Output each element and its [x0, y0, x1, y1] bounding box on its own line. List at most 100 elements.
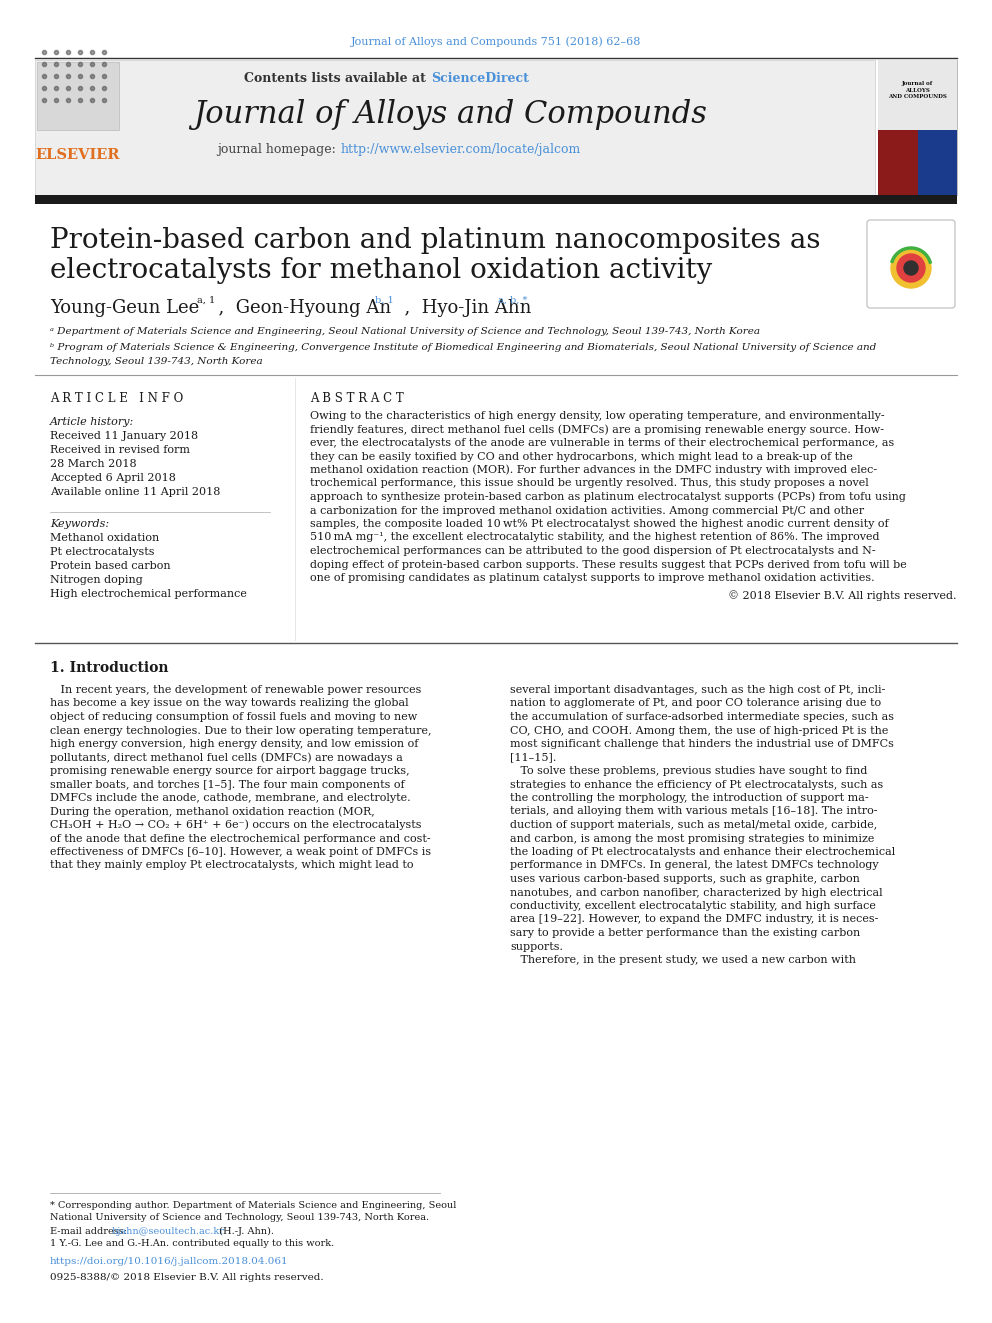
Text: Pt electrocatalysts: Pt electrocatalysts [50, 546, 155, 557]
Text: 0925-8388/© 2018 Elsevier B.V. All rights reserved.: 0925-8388/© 2018 Elsevier B.V. All right… [50, 1273, 323, 1282]
FancyBboxPatch shape [867, 220, 955, 308]
Text: Therefore, in the present study, we used a new carbon with: Therefore, in the present study, we used… [510, 955, 856, 964]
Text: of the anode that define the electrochemical performance and cost-: of the anode that define the electrochem… [50, 833, 431, 844]
Text: most significant challenge that hinders the industrial use of DMFCs: most significant challenge that hinders … [510, 740, 894, 749]
Text: Journal of Alloys and Compounds: Journal of Alloys and Compounds [193, 99, 707, 131]
Text: Owing to the characteristics of high energy density, low operating temperature, : Owing to the characteristics of high ene… [310, 411, 885, 421]
Text: has become a key issue on the way towards realizing the global: has become a key issue on the way toward… [50, 699, 409, 709]
Text: Check for
updates: Check for updates [889, 283, 933, 303]
Text: ,  Geon-Hyoung An: , Geon-Hyoung An [207, 299, 391, 318]
Text: hjahn@seoultech.ac.kr: hjahn@seoultech.ac.kr [112, 1226, 225, 1236]
Text: object of reducing consumption of fossil fuels and moving to new: object of reducing consumption of fossil… [50, 712, 418, 722]
Text: Accepted 6 April 2018: Accepted 6 April 2018 [50, 474, 176, 483]
Text: ᵃ Department of Materials Science and Engineering, Seoul National University of : ᵃ Department of Materials Science and En… [50, 328, 760, 336]
Text: National University of Science and Technology, Seoul 139-743, North Korea.: National University of Science and Techn… [50, 1213, 430, 1222]
Text: Young-Geun Lee: Young-Geun Lee [50, 299, 199, 318]
FancyBboxPatch shape [35, 194, 957, 204]
Text: In recent years, the development of renewable power resources: In recent years, the development of rene… [50, 685, 422, 695]
Text: Article history:: Article history: [50, 417, 134, 427]
Text: smaller boats, and torches [1–5]. The four main components of: smaller boats, and torches [1–5]. The fo… [50, 779, 405, 790]
Text: http://www.elsevier.com/locate/jalcom: http://www.elsevier.com/locate/jalcom [341, 143, 581, 156]
Text: Nitrogen doping: Nitrogen doping [50, 576, 143, 585]
Text: https://doi.org/10.1016/j.jallcom.2018.04.061: https://doi.org/10.1016/j.jallcom.2018.0… [50, 1257, 289, 1266]
Text: ScienceDirect: ScienceDirect [431, 71, 529, 85]
Circle shape [891, 247, 931, 288]
Text: To solve these problems, previous studies have sought to find: To solve these problems, previous studie… [510, 766, 867, 777]
Text: approach to synthesize protein-based carbon as platinum electrocatalyst supports: approach to synthesize protein-based car… [310, 492, 906, 503]
Text: performance in DMFCs. In general, the latest DMFCs technology: performance in DMFCs. In general, the la… [510, 860, 879, 871]
Text: promising renewable energy source for airport baggage trucks,: promising renewable energy source for ai… [50, 766, 410, 777]
Text: they can be easily toxified by CO and other hydrocarbons, which might lead to a : they can be easily toxified by CO and ot… [310, 451, 853, 462]
Text: journal homepage:: journal homepage: [217, 143, 340, 156]
Text: sary to provide a better performance than the existing carbon: sary to provide a better performance tha… [510, 927, 860, 938]
Text: CO, CHO, and COOH. Among them, the use of high-priced Pt is the: CO, CHO, and COOH. Among them, the use o… [510, 725, 889, 736]
Text: Keywords:: Keywords: [50, 519, 109, 529]
Circle shape [897, 254, 925, 282]
Text: * Corresponding author. Department of Materials Science and Engineering, Seoul: * Corresponding author. Department of Ma… [50, 1200, 456, 1209]
Text: High electrochemical performance: High electrochemical performance [50, 589, 247, 599]
Text: a, 1: a, 1 [197, 295, 215, 304]
Text: a carbonization for the improved methanol oxidation activities. Among commercial: a carbonization for the improved methano… [310, 505, 864, 516]
Text: © 2018 Elsevier B.V. All rights reserved.: © 2018 Elsevier B.V. All rights reserved… [728, 590, 957, 601]
Text: pollutants, direct methanol fuel cells (DMFCs) are nowadays a: pollutants, direct methanol fuel cells (… [50, 753, 403, 763]
FancyBboxPatch shape [37, 62, 119, 130]
Text: 1 Y.-G. Lee and G.-H.An. contributed equally to this work.: 1 Y.-G. Lee and G.-H.An. contributed equ… [50, 1240, 334, 1249]
FancyBboxPatch shape [918, 130, 957, 194]
Text: [11–15].: [11–15]. [510, 753, 557, 762]
Text: ELSEVIER: ELSEVIER [36, 148, 120, 161]
Text: CH₃OH + H₂O → CO₂ + 6H⁺ + 6e⁻) occurs on the electrocatalysts: CH₃OH + H₂O → CO₂ + 6H⁺ + 6e⁻) occurs on… [50, 820, 422, 831]
Text: ever, the electrocatalysts of the anode are vulnerable in terms of their electro: ever, the electrocatalysts of the anode … [310, 438, 894, 448]
Text: area [19–22]. However, to expand the DMFC industry, it is neces-: area [19–22]. However, to expand the DMF… [510, 914, 878, 925]
Text: duction of support materials, such as metal/metal oxide, carbide,: duction of support materials, such as me… [510, 820, 877, 830]
Text: nation to agglomerate of Pt, and poor CO tolerance arising due to: nation to agglomerate of Pt, and poor CO… [510, 699, 881, 709]
Text: one of promising candidates as platinum catalyst supports to improve methanol ox: one of promising candidates as platinum … [310, 573, 875, 583]
Text: the loading of Pt electrocatalysts and enhance their electrochemical: the loading of Pt electrocatalysts and e… [510, 847, 895, 857]
Text: DMFCs include the anode, cathode, membrane, and electrolyte.: DMFCs include the anode, cathode, membra… [50, 792, 411, 803]
Text: 28 March 2018: 28 March 2018 [50, 459, 137, 468]
Text: Protein based carbon: Protein based carbon [50, 561, 171, 572]
Circle shape [904, 261, 918, 275]
Text: E-mail address:: E-mail address: [50, 1226, 130, 1236]
Text: several important disadvantages, such as the high cost of Pt, incli-: several important disadvantages, such as… [510, 685, 886, 695]
Text: ᵇ Program of Materials Science & Engineering, Convergence Institute of Biomedica: ᵇ Program of Materials Science & Enginee… [50, 343, 876, 352]
Text: 510 mA mg⁻¹, the excellent electrocatalytic stability, and the highest retention: 510 mA mg⁻¹, the excellent electrocataly… [310, 532, 880, 542]
Text: Protein-based carbon and platinum nanocomposites as: Protein-based carbon and platinum nanoco… [50, 226, 820, 254]
Text: Available online 11 April 2018: Available online 11 April 2018 [50, 487, 220, 497]
Text: A B S T R A C T: A B S T R A C T [310, 392, 404, 405]
Text: electrocatalysts for methanol oxidation activity: electrocatalysts for methanol oxidation … [50, 257, 712, 283]
Text: uses various carbon-based supports, such as graphite, carbon: uses various carbon-based supports, such… [510, 875, 860, 884]
Text: Received in revised form: Received in revised form [50, 445, 190, 455]
FancyBboxPatch shape [35, 60, 875, 194]
Text: a, b, *: a, b, * [498, 295, 528, 304]
Text: Journal of Alloys and Compounds 751 (2018) 62–68: Journal of Alloys and Compounds 751 (201… [351, 37, 641, 48]
Text: high energy conversion, high energy density, and low emission of: high energy conversion, high energy dens… [50, 740, 419, 749]
Text: friendly features, direct methanol fuel cells (DMFCs) are a promising renewable : friendly features, direct methanol fuel … [310, 425, 884, 435]
Text: Methanol oxidation: Methanol oxidation [50, 533, 160, 542]
Text: b, 1: b, 1 [375, 295, 394, 304]
Text: A R T I C L E   I N F O: A R T I C L E I N F O [50, 392, 184, 405]
Text: Received 11 January 2018: Received 11 January 2018 [50, 431, 198, 441]
Text: ,  Hyo-Jin Ahn: , Hyo-Jin Ahn [393, 299, 532, 318]
Text: clean energy technologies. Due to their low operating temperature,: clean energy technologies. Due to their … [50, 725, 432, 736]
FancyBboxPatch shape [878, 60, 957, 130]
Text: Contents lists available at: Contents lists available at [244, 71, 430, 85]
Text: electrochemical performances can be attributed to the good dispersion of Pt elec: electrochemical performances can be attr… [310, 546, 876, 556]
Text: methanol oxidation reaction (MOR). For further advances in the DMFC industry wit: methanol oxidation reaction (MOR). For f… [310, 464, 877, 475]
Text: the accumulation of surface-adsorbed intermediate species, such as: the accumulation of surface-adsorbed int… [510, 712, 894, 722]
Text: conductivity, excellent electrocatalytic stability, and high surface: conductivity, excellent electrocatalytic… [510, 901, 876, 912]
Text: nanotubes, and carbon nanofiber, characterized by high electrical: nanotubes, and carbon nanofiber, charact… [510, 888, 883, 897]
Text: Journal of
ALLOYS
AND COMPOUNDS: Journal of ALLOYS AND COMPOUNDS [888, 81, 946, 99]
FancyBboxPatch shape [878, 130, 918, 194]
Text: strategies to enhance the efficiency of Pt electrocatalysts, such as: strategies to enhance the efficiency of … [510, 779, 883, 790]
FancyBboxPatch shape [878, 60, 957, 194]
Text: terials, and alloying them with various metals [16–18]. The intro-: terials, and alloying them with various … [510, 807, 878, 816]
Text: that they mainly employ Pt electrocatalysts, which might lead to: that they mainly employ Pt electrocataly… [50, 860, 414, 871]
Text: and carbon, is among the most promising strategies to minimize: and carbon, is among the most promising … [510, 833, 874, 844]
Text: samples, the composite loaded 10 wt% Pt electrocatalyst showed the highest anodi: samples, the composite loaded 10 wt% Pt … [310, 519, 889, 529]
Text: 1. Introduction: 1. Introduction [50, 662, 169, 675]
Text: effectiveness of DMFCs [6–10]. However, a weak point of DMFCs is: effectiveness of DMFCs [6–10]. However, … [50, 847, 432, 857]
Text: the controlling the morphology, the introduction of support ma-: the controlling the morphology, the intr… [510, 792, 869, 803]
Text: Technology, Seoul 139-743, North Korea: Technology, Seoul 139-743, North Korea [50, 356, 263, 365]
Text: (H.-J. Ahn).: (H.-J. Ahn). [216, 1226, 274, 1236]
Text: During the operation, methanol oxidation reaction (MOR,: During the operation, methanol oxidation… [50, 806, 375, 816]
